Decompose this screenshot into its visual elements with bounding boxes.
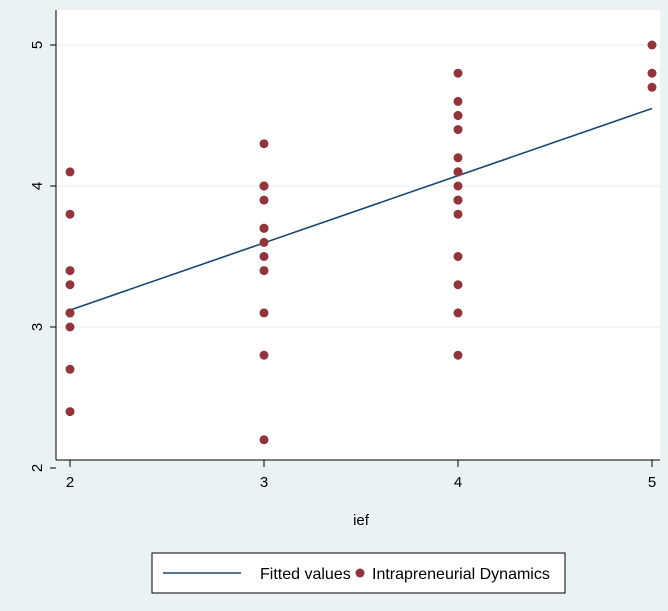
data-point	[453, 153, 463, 163]
data-point	[65, 167, 75, 177]
y-tick-label: 4	[29, 182, 46, 190]
series	[65, 40, 657, 445]
data-point	[453, 68, 463, 78]
x-tick-label: 3	[260, 474, 268, 491]
x-tick-label: 4	[454, 474, 462, 491]
data-point	[259, 252, 269, 261]
fitted-values-line	[69, 107, 653, 311]
tick-labels: 2 3 4 5 2 3 4 5	[29, 41, 656, 491]
data-point	[453, 111, 463, 120]
gridlines	[56, 44, 660, 469]
data-point	[453, 181, 463, 191]
data-point	[453, 125, 463, 135]
data-point	[453, 209, 463, 219]
data-point	[259, 435, 269, 445]
data-point	[453, 167, 463, 177]
data-point	[65, 364, 75, 374]
data-point	[647, 82, 657, 92]
data-point	[259, 139, 269, 149]
data-point	[647, 40, 657, 50]
x-axis-title: ief	[353, 512, 370, 529]
legend-label-fitted-values: Fitted values	[260, 566, 351, 583]
axes	[50, 10, 660, 469]
data-point	[259, 181, 269, 191]
x-tick-label: 5	[648, 474, 656, 491]
data-point	[65, 209, 75, 219]
y-tick-label: 2	[29, 464, 46, 472]
data-point	[65, 407, 75, 417]
data-point	[453, 195, 463, 205]
data-point	[65, 308, 75, 318]
legend-label-intrapreneurial-dynamics: Intrapreneurial Dynamics	[372, 566, 550, 583]
plot-area	[56, 10, 660, 460]
data-point	[65, 266, 75, 276]
data-point	[259, 237, 269, 247]
data-point	[65, 280, 75, 290]
data-point	[453, 280, 463, 290]
data-point	[259, 195, 269, 205]
x-tick-label: 2	[66, 474, 74, 491]
data-point	[259, 308, 269, 318]
data-point	[65, 322, 75, 332]
y-tick-label: 3	[29, 323, 46, 331]
data-point	[259, 266, 269, 276]
data-point	[453, 252, 463, 261]
legend-point-swatch	[355, 568, 365, 578]
y-tick-label: 5	[29, 41, 46, 49]
data-point	[453, 308, 463, 318]
data-point	[453, 96, 463, 106]
data-point	[259, 223, 269, 233]
data-point	[647, 68, 657, 78]
data-point	[453, 350, 463, 360]
data-point	[259, 350, 269, 360]
legend: Fitted values Intrapreneurial Dynamics	[151, 552, 566, 594]
